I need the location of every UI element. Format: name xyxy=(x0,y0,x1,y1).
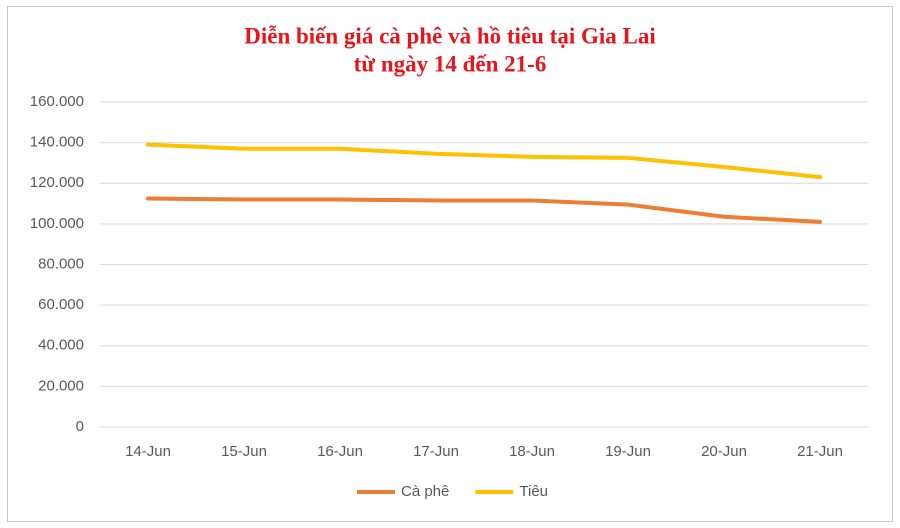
legend-label: Cà phê xyxy=(401,483,449,500)
y-tick-label: 80.000 xyxy=(38,255,84,272)
x-tick-label: 16-Jun xyxy=(317,443,363,460)
legend-label: Tiêu xyxy=(519,483,548,500)
chart-subtitle: từ ngày 14 đến 21-6 xyxy=(354,51,547,76)
line-series xyxy=(146,142,822,180)
y-tick-label: 120.000 xyxy=(30,174,84,191)
y-tick-label: 40.000 xyxy=(38,337,84,354)
y-tick-label: 100.000 xyxy=(30,215,84,232)
x-tick-label: 19-Jun xyxy=(605,443,651,460)
x-tick-label: 15-Jun xyxy=(221,443,267,460)
y-tick-label: 160.000 xyxy=(30,93,84,110)
line-series xyxy=(146,196,822,224)
x-tick-label: 20-Jun xyxy=(701,443,747,460)
x-tick-label: 14-Jun xyxy=(125,443,171,460)
x-tick-label: 17-Jun xyxy=(413,443,459,460)
x-tick-label: 21-Jun xyxy=(797,443,843,460)
y-tick-label: 20.000 xyxy=(38,377,84,394)
y-tick-label: 0 xyxy=(76,418,84,435)
y-tick-label: 140.000 xyxy=(30,134,84,151)
x-tick-label: 18-Jun xyxy=(509,443,555,460)
y-tick-label: 60.000 xyxy=(38,296,84,313)
chart-title: Diễn biến giá cà phê và hồ tiêu tại Gia … xyxy=(244,23,656,48)
